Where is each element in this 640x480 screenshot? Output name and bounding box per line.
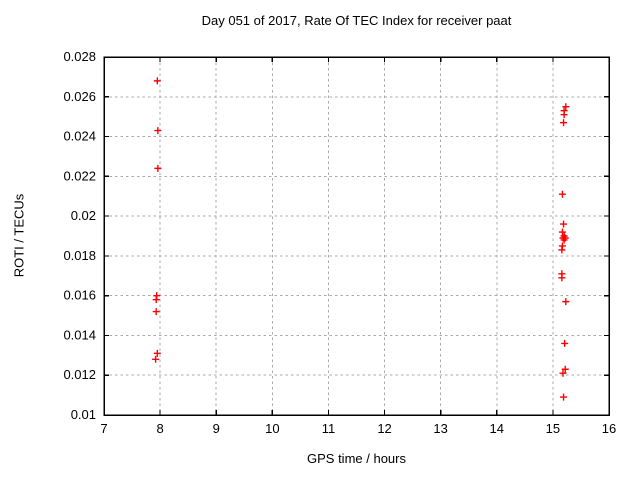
data-point (152, 308, 160, 316)
x-tick-label: 10 (265, 421, 279, 436)
data-point (558, 190, 566, 198)
y-tick-label: 0.02 (71, 208, 96, 223)
y-tick-label: 0.026 (63, 89, 96, 104)
data-point (558, 228, 566, 236)
y-tick-label: 0.018 (63, 248, 96, 263)
y-tick-label: 0.014 (63, 327, 96, 342)
plot-border (103, 56, 610, 416)
data-point (558, 274, 566, 282)
data-point (153, 77, 161, 85)
x-tick-label: 12 (377, 421, 391, 436)
y-tick-label: 0.028 (63, 49, 96, 64)
data-point (562, 298, 570, 306)
y-tick-label: 0.012 (63, 367, 96, 382)
x-tick-label: 9 (213, 421, 220, 436)
x-tick-label: 15 (546, 421, 560, 436)
data-point (560, 236, 568, 244)
data-point (154, 164, 162, 172)
y-tick-label: 0.022 (63, 168, 96, 183)
data-point (152, 296, 160, 304)
data-point (560, 220, 568, 228)
y-tick-label: 0.01 (71, 407, 96, 422)
data-point (560, 111, 568, 119)
x-tick-label: 8 (156, 421, 163, 436)
chart-title: Day 051 of 2017, Rate Of TEC Index for r… (201, 13, 512, 28)
data-point (558, 246, 566, 254)
x-tick-label: 16 (602, 421, 616, 436)
data-point (562, 103, 570, 111)
x-tick-label: 7 (100, 421, 107, 436)
data-point (561, 365, 569, 373)
data-point (559, 369, 567, 377)
x-tick-label: 14 (490, 421, 504, 436)
y-tick-label: 0.016 (63, 288, 96, 303)
data-point (560, 119, 568, 127)
x-tick-label: 13 (433, 421, 447, 436)
data-point (154, 127, 162, 135)
data-point (153, 349, 161, 357)
y-axis-label: ROTI / TECUs (11, 193, 27, 278)
y-tick-label: 0.024 (63, 129, 96, 144)
data-point (561, 339, 569, 347)
x-axis-label: GPS time / hours (307, 451, 406, 466)
data-point (560, 393, 568, 401)
x-tick-label: 11 (322, 421, 336, 436)
data-point (152, 355, 160, 363)
